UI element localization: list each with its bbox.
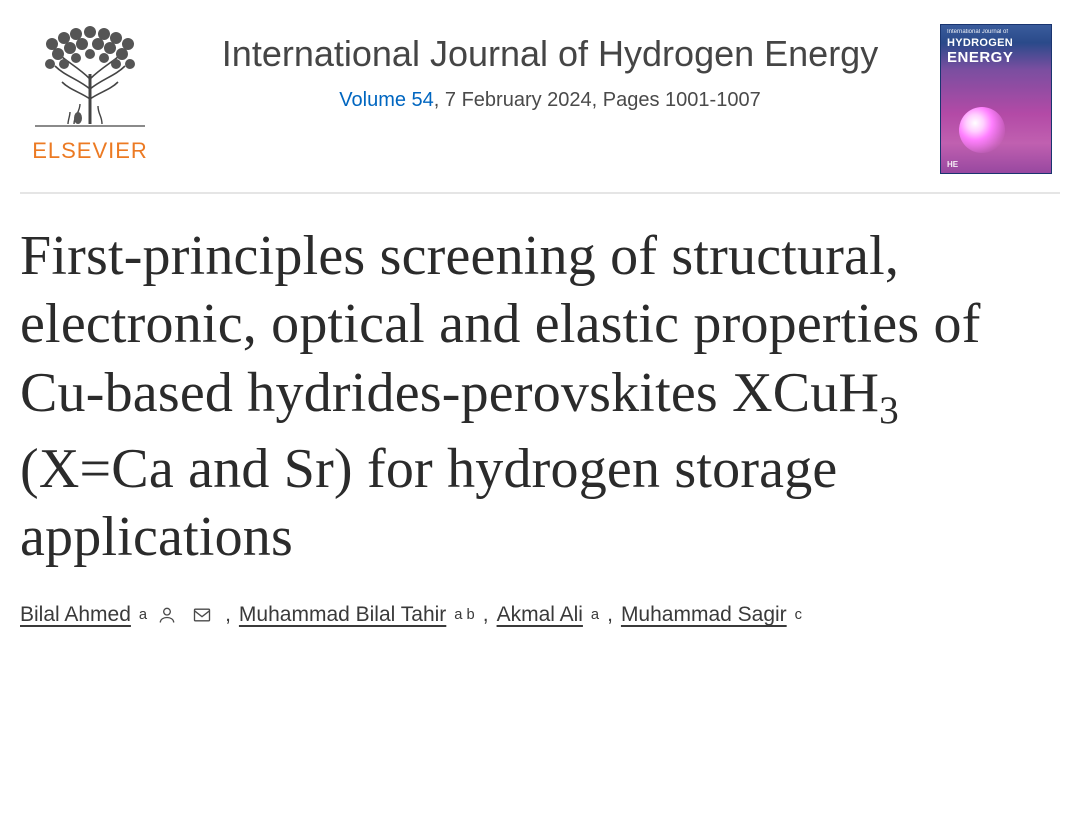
author-affiliation: c [795,607,802,623]
authors-list: Bilal Ahmed a, Muhammad Bilal Tahir a b, A… [20,603,1060,627]
cover-title-line2: ENERGY [947,49,1045,66]
cover-artwork [959,107,1005,153]
article-title: First-principles screening of structural… [20,222,1060,571]
author-link[interactable]: Akmal Ali [497,603,583,627]
author-link[interactable]: Bilal Ahmed [20,603,131,627]
journal-cover[interactable]: International Journal of HYDROGEN ENERGY… [940,20,1060,174]
journal-title[interactable]: International Journal of Hydrogen Energy [180,30,920,79]
volume-link[interactable]: Volume 54 [339,89,434,111]
article-header: ELSEVIER International Journal of Hydrog… [20,20,1060,194]
cover-mark: HE [947,160,958,169]
cover-title-line1: HYDROGEN [947,37,1045,49]
author-separator: , [225,603,231,627]
publisher-name: ELSEVIER [32,138,148,164]
journal-cover-image: International Journal of HYDROGEN ENERGY… [940,24,1052,174]
publisher-block: ELSEVIER [20,20,160,164]
author-separator: , [483,603,489,627]
author-affiliation: a [139,607,147,623]
title-part-2: (X=Ca and Sr) for hydrogen storage appli… [20,438,838,568]
title-part-1: First-principles screening of structural… [20,225,981,424]
author-separator: , [607,603,613,627]
author-affiliation: a b [454,607,474,623]
author-affiliation: a [591,607,599,623]
author-link[interactable]: Muhammad Sagir [621,603,787,627]
author-link[interactable]: Muhammad Bilal Tahir [239,603,446,627]
issue-text: , 7 February 2024, Pages 1001-1007 [434,89,761,111]
elsevier-tree-logo [30,24,150,134]
title-subscript: 3 [879,389,899,432]
person-icon[interactable] [157,605,177,625]
mail-icon[interactable] [191,605,213,625]
volume-info: Volume 54, 7 February 2024, Pages 1001-1… [180,89,920,112]
journal-meta: International Journal of Hydrogen Energy… [180,20,920,112]
cover-pretitle: International Journal of [947,29,1045,35]
